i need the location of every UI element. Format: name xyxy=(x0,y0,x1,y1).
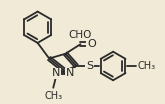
Text: CHO: CHO xyxy=(68,30,91,40)
Text: CH₃: CH₃ xyxy=(137,61,155,71)
Text: O: O xyxy=(87,39,96,49)
Text: CH₃: CH₃ xyxy=(44,91,62,101)
Text: N: N xyxy=(52,68,60,78)
Text: S: S xyxy=(86,61,93,71)
Text: N: N xyxy=(66,68,74,78)
